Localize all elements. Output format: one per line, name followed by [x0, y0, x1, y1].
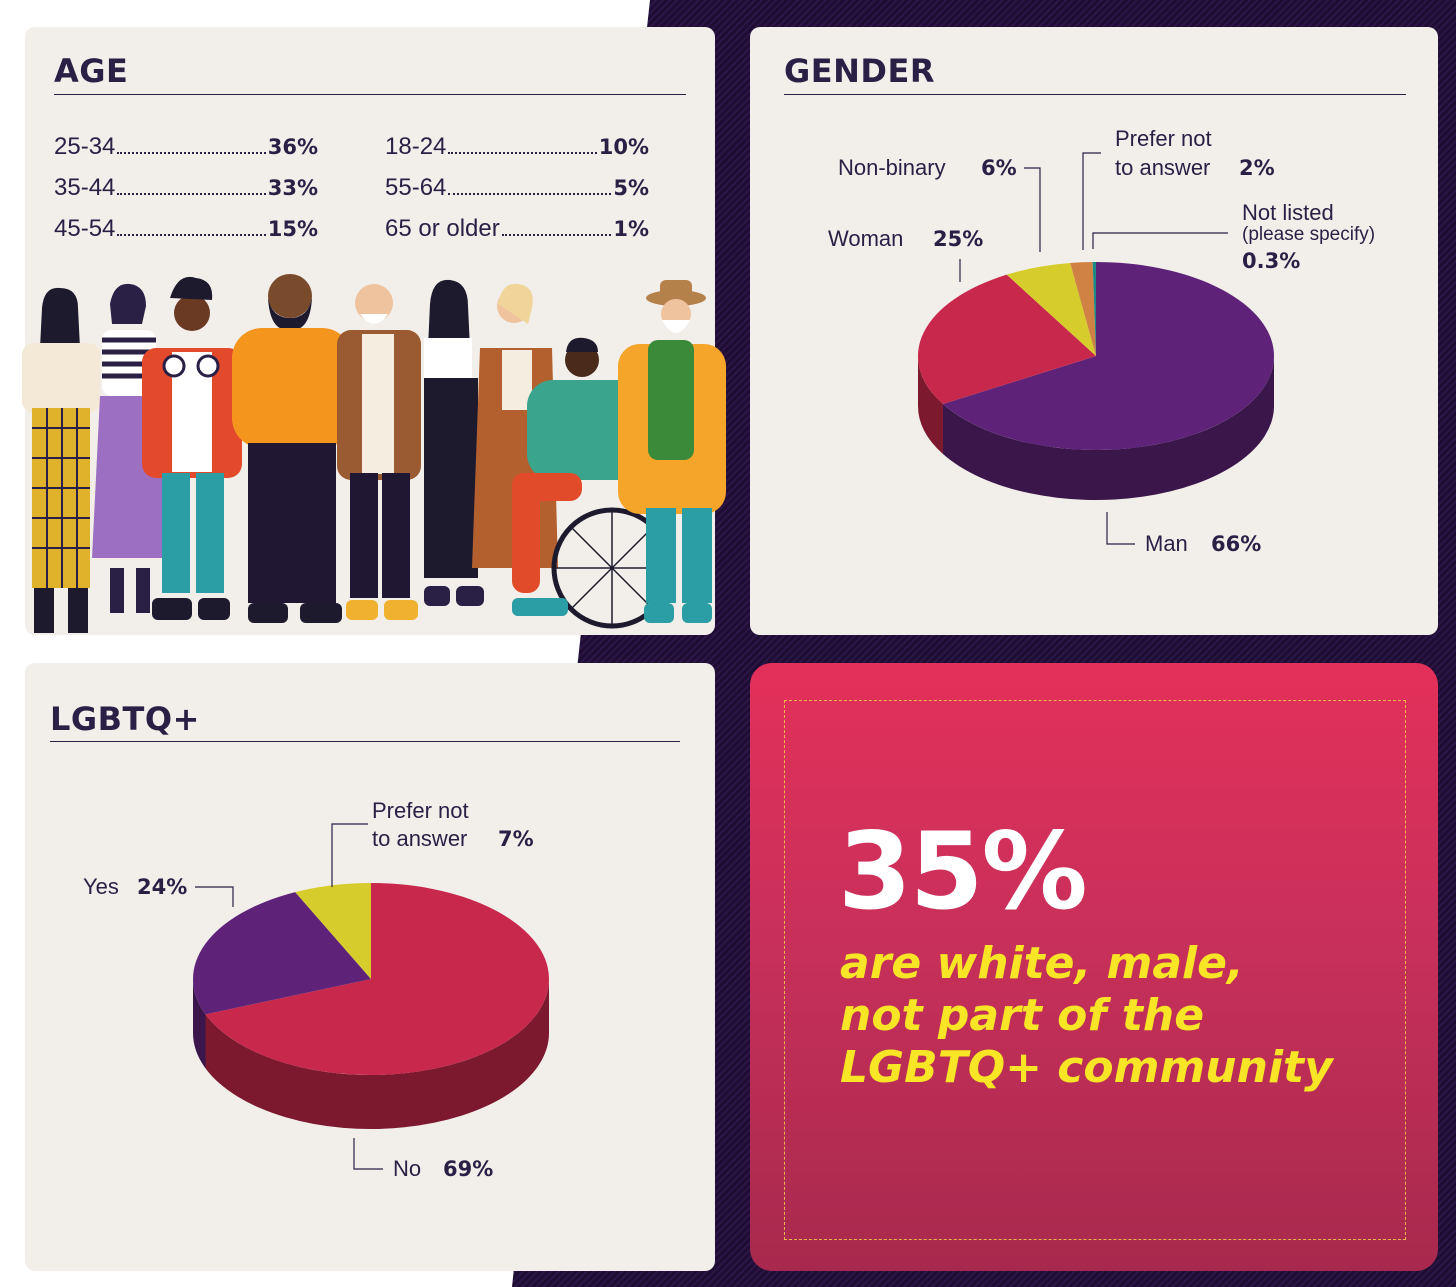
pie-slice-not-listed	[1092, 262, 1096, 356]
age-row-18-24: 18-24 10%	[385, 133, 649, 161]
age-label: 55-64	[385, 174, 447, 201]
leader-prefer	[1082, 152, 1101, 250]
lgbtq-pie-chart: Prefer not to answer 7% Yes 24% No 69%	[83, 798, 550, 1181]
callout-dashed-border	[784, 700, 1406, 1240]
pie-slice-prefer-not	[1070, 262, 1096, 356]
person-figure	[142, 276, 242, 620]
person-figure	[618, 280, 726, 623]
lgbtq-title: LGBTQ+	[50, 700, 200, 738]
pie-side-man	[942, 356, 1274, 500]
age-label: 35-44	[54, 174, 116, 201]
pie-slice-yes	[192, 892, 371, 1015]
pie-slice-no	[205, 883, 550, 1075]
age-row-25-34: 25-34 36%	[54, 133, 318, 161]
value-no: 69%	[443, 1157, 493, 1181]
person-figure	[92, 283, 166, 613]
person-figure	[512, 337, 673, 629]
age-value: 1%	[613, 217, 649, 241]
person-figure	[22, 287, 100, 633]
age-title: AGE	[54, 52, 129, 90]
age-title-rule	[54, 94, 686, 95]
leader-nonbinary	[1024, 167, 1041, 252]
callout-card	[750, 663, 1438, 1271]
gender-title-rule	[784, 94, 1406, 95]
value-prefer: 7%	[498, 827, 534, 851]
pie-slice-woman	[918, 274, 1096, 405]
callout-stat: 35%	[838, 810, 1088, 933]
age-label: 25-34	[54, 133, 116, 160]
age-row-35-44: 35-44 33%	[54, 174, 318, 202]
lgbtq-title-rule	[50, 741, 680, 742]
value-man: 66%	[1211, 532, 1261, 556]
age-row-65-older: 65 or older 1%	[385, 215, 649, 243]
age-value: 10%	[598, 135, 649, 159]
age-label: 18-24	[385, 133, 447, 160]
pie-side-woman	[918, 356, 943, 455]
age-row-45-54: 45-54 15%	[54, 215, 318, 243]
diverse-people-illustration	[22, 274, 726, 633]
age-value: 5%	[613, 176, 649, 200]
gender-pie-chart: Non-binary 6% Prefer not to answer 2% No…	[828, 126, 1375, 556]
person-figure	[424, 279, 484, 606]
leader-man	[1106, 512, 1135, 545]
pie-side-no	[205, 979, 549, 1129]
callout-line-2: not part of the	[840, 990, 1205, 1041]
age-value: 36%	[267, 135, 318, 159]
label-notlisted-line1: Not listed	[1242, 200, 1334, 225]
lgbtq-pie-slices	[192, 883, 550, 1129]
leader-notlisted	[1092, 232, 1228, 249]
value-woman: 25%	[933, 227, 983, 251]
value-nonbinary: 6%	[981, 156, 1017, 180]
age-label: 45-54	[54, 215, 116, 242]
value-prefer: 2%	[1239, 156, 1275, 180]
leader-yes	[195, 886, 234, 907]
age-row-55-64: 55-64 5%	[385, 174, 649, 202]
pie-slice-nonbinary	[1006, 262, 1096, 356]
person-figure	[232, 274, 352, 623]
pie-slice-prefer-not	[295, 883, 371, 979]
age-value: 15%	[267, 217, 318, 241]
value-notlisted: 0.3%	[1242, 249, 1300, 273]
gender-pie-slices	[918, 262, 1274, 500]
label-nonbinary: Non-binary	[838, 155, 946, 180]
label-notlisted-line2: (please specify)	[1242, 224, 1375, 245]
label-prefer-line2: to answer	[1115, 155, 1210, 180]
pie-slice-man	[942, 262, 1274, 450]
label-prefer-line1: Prefer not	[372, 798, 469, 823]
callout-line-1: are white, male,	[840, 938, 1244, 989]
leader-no	[353, 1138, 383, 1170]
label-yes: Yes	[83, 874, 119, 899]
label-woman: Woman	[828, 226, 903, 251]
age-label: 65 or older	[385, 215, 500, 242]
leader-prefer	[331, 823, 368, 887]
label-prefer-line1: Prefer not	[1115, 126, 1212, 151]
label-no: No	[393, 1156, 421, 1181]
person-figure	[337, 284, 421, 620]
gender-title: GENDER	[784, 52, 935, 90]
pie-side-yes	[193, 979, 206, 1069]
callout-line-3: LGBTQ+ community	[840, 1042, 1333, 1093]
age-value: 33%	[267, 176, 318, 200]
value-yes: 24%	[137, 875, 187, 899]
label-prefer-line2: to answer	[372, 826, 467, 851]
label-man: Man	[1145, 531, 1188, 556]
